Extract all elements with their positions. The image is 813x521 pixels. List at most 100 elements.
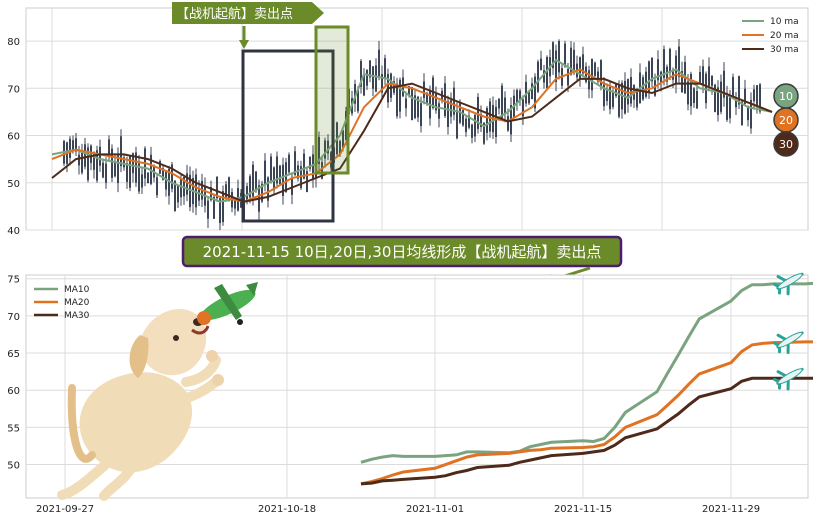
candle-body (180, 178, 182, 198)
candle-body (252, 164, 254, 197)
candle-body (450, 100, 452, 117)
candle-body (597, 71, 599, 82)
candle-body (291, 177, 293, 195)
bottom-x-tick-label: 2021-09-27 (36, 504, 94, 515)
candle-body (636, 89, 638, 108)
top-y-tick-label: 50 (7, 179, 20, 190)
candle-body (483, 122, 485, 144)
candle-body (138, 163, 140, 192)
candle-body (723, 70, 725, 98)
candle-body (462, 109, 464, 126)
candle-body (663, 49, 665, 79)
candle-body (84, 144, 86, 167)
candle-body (417, 96, 419, 118)
candle-body (189, 174, 191, 208)
candle-body (168, 168, 170, 196)
bottom-x-tick-label: 2021-10-18 (258, 504, 316, 515)
candle-body (558, 41, 560, 73)
candle-body (696, 91, 698, 109)
candle-body (423, 81, 425, 99)
candle-body (609, 86, 611, 110)
bottom-ma-lines (360, 281, 813, 486)
candle-body (519, 90, 521, 101)
candle-body (573, 49, 575, 72)
candle-body (453, 87, 455, 115)
candle-body (129, 155, 131, 188)
candle-body (732, 77, 734, 98)
candle-body (285, 162, 287, 193)
candle-body (174, 180, 176, 212)
candle-body (384, 58, 386, 78)
bottom-y-tick-label: 50 (7, 461, 20, 472)
candle-body (357, 90, 359, 112)
top-sell-tag: 【战机起航】卖出点 (172, 2, 324, 24)
candle-body (198, 189, 200, 201)
candle-body (507, 116, 509, 131)
candle-body (738, 76, 740, 105)
candle-body (486, 107, 488, 133)
top-sell-tag-text: 【战机起航】卖出点 (176, 6, 293, 22)
candle-body (87, 147, 89, 181)
candle-body (525, 81, 527, 104)
candle-body (603, 82, 605, 107)
candle-body (426, 92, 428, 103)
top-y-tick-label: 40 (7, 226, 20, 237)
candle-body (438, 103, 440, 119)
candle-body (342, 130, 344, 148)
candle-body (498, 98, 500, 109)
bottom-series-ma30 (360, 376, 813, 486)
candle-body (249, 176, 251, 198)
candle-body (543, 70, 545, 83)
candle-body (363, 75, 365, 96)
candle-body (177, 185, 179, 203)
bottom-y-ticks: 50 55 60 65 70 75 (7, 275, 20, 472)
candle-body (435, 94, 437, 111)
candle-body (156, 177, 158, 196)
candle-body (600, 60, 602, 88)
candle-body (666, 66, 668, 82)
candle-body (366, 69, 368, 86)
bottom-legend-ma20: MA20 (64, 298, 90, 308)
candle-body (456, 110, 458, 139)
candle-body (135, 152, 137, 183)
candle-body (81, 152, 83, 173)
badge-30: 30 (773, 131, 799, 157)
candle-body (372, 66, 374, 89)
candle-body (534, 76, 536, 109)
bottom-y-tick-label: 65 (7, 349, 20, 360)
candle-body (546, 56, 548, 89)
candle-body (681, 71, 683, 93)
candle-body (90, 145, 92, 163)
candle-body (735, 97, 737, 108)
candle-body (660, 71, 662, 83)
svg-text:10: 10 (779, 90, 793, 103)
bottom-y-tick-label: 70 (7, 312, 20, 323)
candle-body (126, 163, 128, 182)
candle-body (267, 177, 269, 201)
candle-body (606, 90, 608, 101)
top-y-tick-label: 60 (7, 132, 20, 143)
plane-icons (773, 272, 804, 391)
candle-body (414, 95, 416, 119)
candle-body (318, 136, 320, 165)
bottom-y-tick-label: 75 (7, 275, 20, 286)
candle-body (570, 47, 572, 75)
candle-body (321, 162, 323, 179)
candle-body (264, 160, 266, 185)
top-legend: 10 ma 20 ma 30 ma (742, 17, 799, 55)
candle-body (585, 66, 587, 82)
candle-body (528, 90, 530, 104)
top-legend-10: 10 ma (770, 17, 799, 27)
candle-body (162, 168, 164, 180)
bottom-x-tick-label: 2021-11-15 (554, 504, 612, 515)
candle-body (195, 174, 197, 208)
bottom-legend: MA10 MA20 MA30 (34, 285, 90, 321)
top-ma-lines (51, 58, 773, 203)
top-series-30-ma (51, 77, 773, 203)
candle-body (495, 106, 497, 137)
candle-body (753, 89, 755, 102)
plane-icon (773, 331, 804, 355)
candle-body (465, 118, 467, 133)
svg-text:20: 20 (779, 114, 793, 127)
candle-body (582, 54, 584, 74)
